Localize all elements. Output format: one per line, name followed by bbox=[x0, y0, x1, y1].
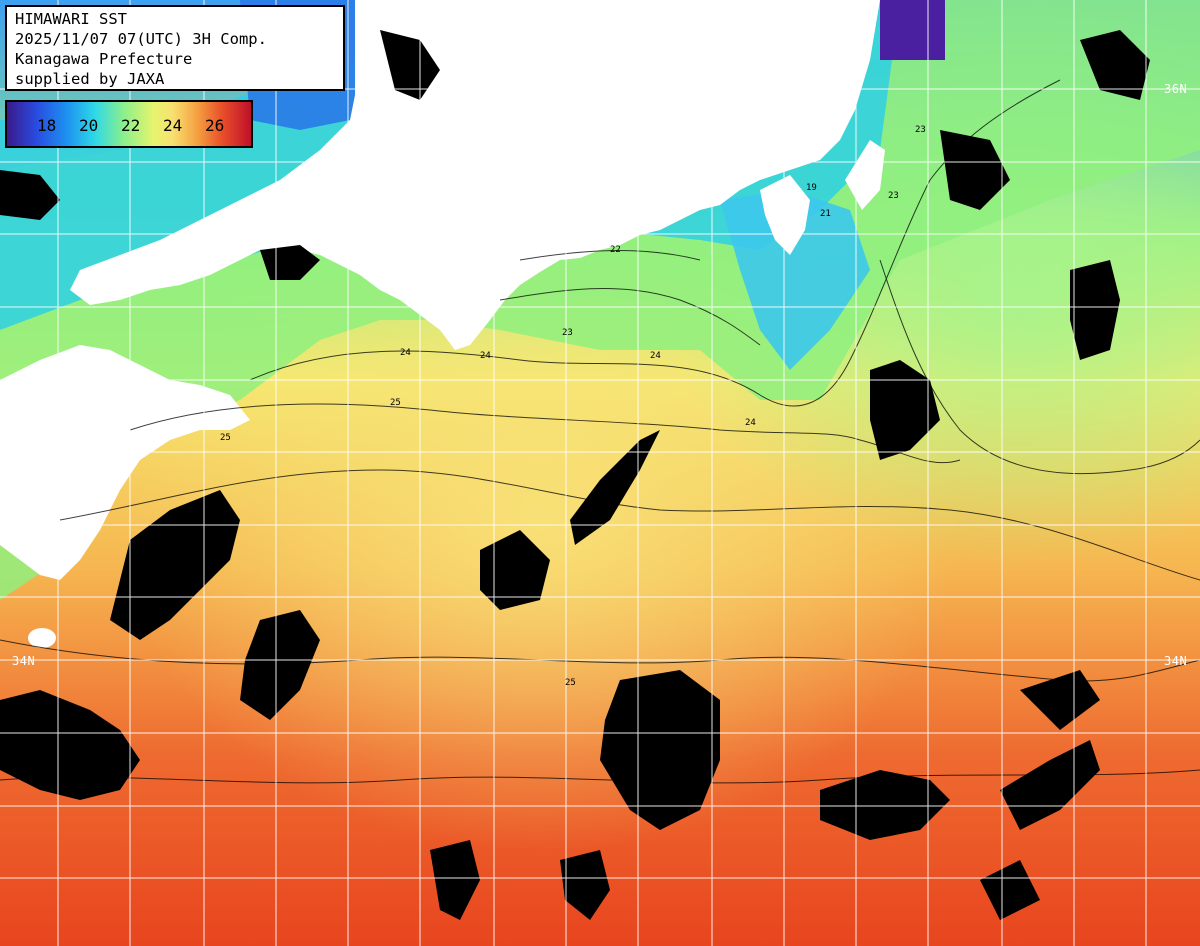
product-title: HIMAWARI SST bbox=[15, 10, 127, 28]
land-small-island bbox=[28, 628, 56, 648]
land-honshu bbox=[70, 0, 880, 350]
contour-label: 25 bbox=[390, 398, 401, 408]
lat-label-34n-right: 34N bbox=[1164, 654, 1188, 668]
legend-label-20: 20 bbox=[79, 116, 99, 135]
legend-label-26: 26 bbox=[205, 116, 225, 135]
cloud-mask bbox=[0, 30, 1150, 920]
temperature-legend: 18 20 22 24 26 bbox=[5, 100, 253, 148]
data-source: supplied by JAXA bbox=[15, 70, 165, 88]
contour-label: 21 bbox=[820, 209, 831, 219]
contour-label: 22 bbox=[610, 245, 621, 255]
lat-label-34n-left: 34N bbox=[12, 654, 36, 668]
legend-label-18: 18 bbox=[37, 116, 57, 135]
lat-label-36n-right: 36N bbox=[1164, 82, 1188, 96]
contour-label: 23 bbox=[562, 328, 573, 338]
sagami-bay-water bbox=[720, 190, 870, 370]
land-izu-peninsula bbox=[760, 175, 810, 255]
contour-label: 24 bbox=[400, 348, 411, 358]
isotherm-contours bbox=[0, 79, 1200, 784]
contour-label: 24 bbox=[480, 351, 491, 361]
region-name: Kanagawa Prefecture bbox=[15, 50, 193, 68]
observation-time: 2025/11/07 07(UTC) 3H Comp. bbox=[15, 30, 267, 48]
map-info-box: HIMAWARI SST 2025/11/07 07(UTC) 3H Comp.… bbox=[5, 5, 345, 91]
contour-labels: 23 24 25 22 21 19 24 23 25 24 25 23 24 bbox=[220, 125, 926, 688]
contour-label: 24 bbox=[745, 418, 756, 428]
contour-label: 24 bbox=[650, 351, 661, 361]
contour-label: 25 bbox=[565, 678, 576, 688]
land-shikoku-kii bbox=[0, 345, 250, 580]
lon-label-136e: 136E bbox=[480, 0, 494, 26]
contour-label: 19 bbox=[806, 183, 817, 193]
contour-label: 25 bbox=[220, 433, 231, 443]
contour-label: 23 bbox=[888, 191, 899, 201]
contour-label: 23 bbox=[915, 125, 926, 135]
legend-label-22: 22 bbox=[121, 116, 141, 135]
coldest-pocket bbox=[880, 0, 945, 60]
legend-label-24: 24 bbox=[163, 116, 183, 135]
land-boso bbox=[845, 140, 885, 210]
